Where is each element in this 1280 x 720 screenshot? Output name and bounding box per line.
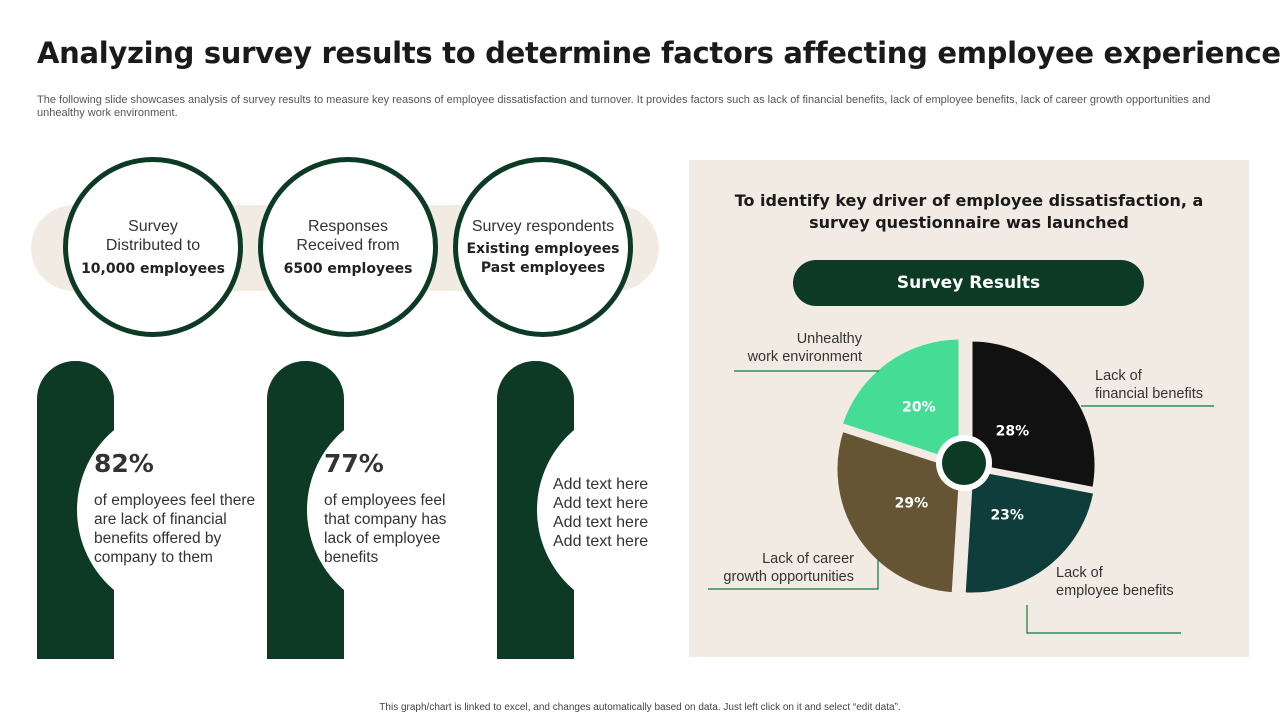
panel-heading: To identify key driver of employee dissa… xyxy=(734,191,1204,232)
pie-slice-group: 23% xyxy=(962,467,1097,596)
pie-category-label: Lack of financial benefits xyxy=(1095,368,1203,402)
pie-slice-group: 29% xyxy=(834,428,963,596)
pie-slice-group: 20% xyxy=(839,336,962,466)
pie-slice-label: 29% xyxy=(895,496,929,512)
card-disc xyxy=(307,405,517,615)
stat-value: 10,000 employees xyxy=(81,261,225,277)
page-title: Analyzing survey results to determine fa… xyxy=(37,36,1280,70)
pie-slice xyxy=(969,338,1098,491)
stat-value: 6500 employees xyxy=(283,261,413,277)
survey-panel: To identify key driver of employee dissa… xyxy=(689,160,1249,657)
card-disc xyxy=(77,405,287,615)
stat-circle-responses: Responses Received from 6500 employees xyxy=(258,157,438,337)
pie-leader-line xyxy=(1026,605,1181,634)
pie-slice xyxy=(962,467,1097,596)
card-benefits: 77% of employees feel that company has l… xyxy=(267,361,527,659)
survey-results-pill: Survey Results xyxy=(793,260,1144,306)
card-percent: 77% xyxy=(324,449,384,478)
card-text: of employees feel there are lack of fina… xyxy=(94,492,256,566)
pie-slice-label: 20% xyxy=(902,399,936,415)
footer-note: This graph/chart is linked to excel, and… xyxy=(379,702,901,713)
pie-slice-group: 28% xyxy=(969,338,1098,491)
stat-label: Survey respondents xyxy=(471,217,615,235)
stat-label: Responses Received from xyxy=(296,218,400,254)
card-financial: 82% of employees feel there are lack of … xyxy=(37,361,297,659)
stat-label: Survey Distributed to xyxy=(105,218,201,254)
pie-category-label: Lack of employee benefits xyxy=(1056,565,1174,599)
stat-value: Existing employees xyxy=(466,240,620,257)
stat-value-2: Past employees xyxy=(480,259,606,276)
pie-category-label: Lack of career growth opportunities xyxy=(723,551,854,585)
card-text: Add text here Add text here Add text her… xyxy=(553,476,649,550)
stat-circle-respondents: Survey respondents Existing employees Pa… xyxy=(453,157,633,337)
card-percent: 82% xyxy=(94,449,154,478)
pie-hole xyxy=(942,441,986,485)
pie-slice xyxy=(839,336,962,466)
card-text: of employees feel that company has lack … xyxy=(324,492,447,566)
stat-circle-distributed: Survey Distributed to 10,000 employees xyxy=(63,157,243,337)
pie-slice-label: 23% xyxy=(990,507,1024,523)
pie-slice-label: 28% xyxy=(996,424,1030,440)
page-subtitle: The following slide showcases analysis o… xyxy=(37,94,1211,119)
pie-slice xyxy=(834,428,963,596)
pie-leader-line xyxy=(708,559,879,590)
pie-chart: 28% 23% 29% 20% Lack of financial benefits Lac… xyxy=(708,331,1214,634)
pie-category-label: Unhealthy work environment xyxy=(747,331,863,365)
